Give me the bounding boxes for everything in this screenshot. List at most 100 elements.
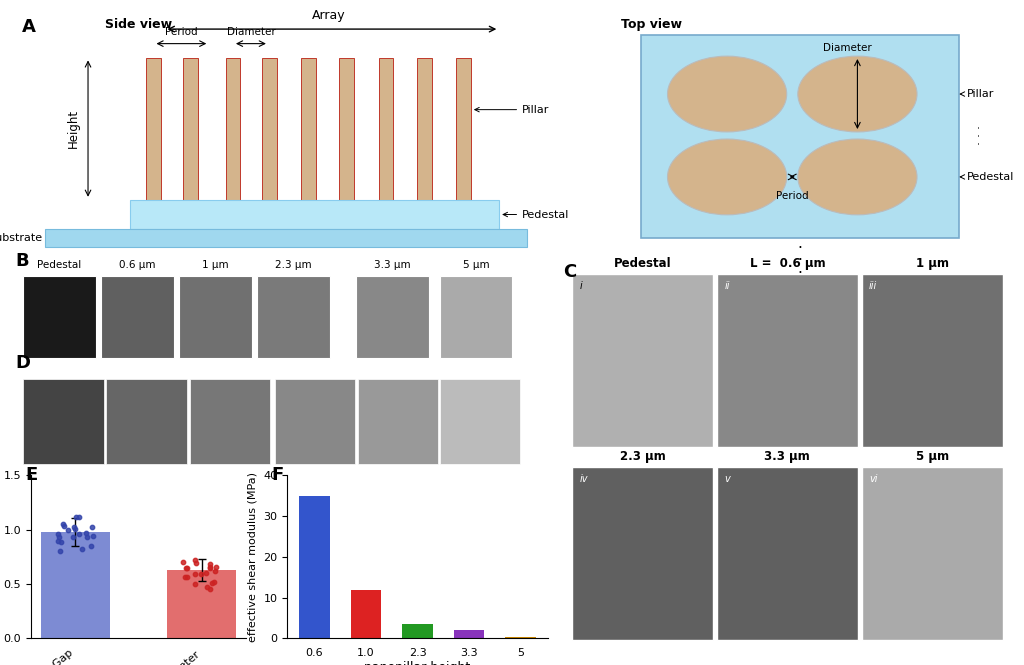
Text: ii: ii	[724, 281, 730, 291]
Circle shape	[668, 56, 786, 132]
Bar	[299, 496, 330, 638]
Bar	[167, 570, 237, 638]
Bar	[146, 58, 161, 200]
Point	[207, 566, 223, 577]
Text: 5 μm: 5 μm	[463, 260, 489, 270]
Text: Pedestal: Pedestal	[613, 257, 672, 270]
Text: iii: iii	[869, 281, 878, 291]
Point	[193, 569, 209, 579]
Bar	[274, 379, 355, 464]
Text: F: F	[271, 465, 284, 483]
Point	[202, 559, 218, 569]
Text: 2.3 μm: 2.3 μm	[620, 450, 666, 463]
Bar	[454, 630, 484, 638]
Bar	[41, 532, 110, 638]
Point	[65, 532, 81, 543]
Bar	[262, 58, 278, 200]
Bar	[101, 275, 174, 358]
Point	[177, 563, 194, 573]
Bar	[572, 274, 713, 448]
Bar	[456, 58, 471, 200]
Point	[202, 584, 218, 595]
Text: Substrate: Substrate	[0, 233, 42, 243]
Bar	[357, 379, 438, 464]
Point	[202, 561, 218, 572]
Point	[175, 557, 191, 567]
Text: Pillar: Pillar	[475, 104, 550, 114]
Text: 2.3 μm: 2.3 μm	[275, 260, 311, 270]
Text: ·
·
·: · · ·	[798, 241, 803, 281]
Text: iv: iv	[580, 474, 588, 484]
Point	[206, 577, 222, 587]
Text: Pillar: Pillar	[961, 89, 994, 99]
Text: L =  0.6 μm: L = 0.6 μm	[750, 257, 825, 270]
Bar	[301, 58, 316, 200]
Bar	[379, 58, 393, 200]
Point	[74, 543, 90, 554]
Bar	[225, 58, 241, 200]
Text: C: C	[563, 263, 577, 281]
Point	[186, 569, 203, 580]
Text: vi: vi	[869, 474, 878, 484]
Bar	[106, 379, 187, 464]
Point	[179, 563, 196, 574]
Y-axis label: effective shear modulus (MPa): effective shear modulus (MPa)	[248, 472, 258, 642]
Text: v: v	[724, 474, 730, 484]
Bar	[130, 200, 500, 229]
Text: E: E	[26, 465, 38, 483]
Point	[177, 572, 194, 583]
Text: i: i	[580, 281, 583, 291]
Text: 3.3 μm: 3.3 μm	[375, 260, 411, 270]
X-axis label: nanopillar height: nanopillar height	[365, 661, 471, 665]
Bar	[183, 58, 198, 200]
Point	[72, 511, 88, 522]
Point	[71, 529, 87, 539]
Point	[53, 537, 70, 547]
Text: B: B	[15, 251, 29, 269]
Text: 1 μm: 1 μm	[915, 257, 948, 270]
Point	[199, 568, 215, 579]
Circle shape	[668, 139, 786, 215]
Text: A: A	[22, 19, 36, 37]
Point	[59, 524, 76, 535]
Bar	[189, 379, 270, 464]
Text: Top view: Top view	[622, 19, 682, 31]
Bar	[505, 637, 536, 638]
Text: D: D	[15, 354, 30, 372]
Text: 3.3 μm: 3.3 μm	[765, 450, 810, 463]
Bar	[418, 58, 432, 200]
Bar	[45, 229, 527, 247]
Bar	[861, 274, 1002, 448]
Point	[79, 531, 95, 542]
Bar	[440, 379, 520, 464]
Point	[83, 541, 99, 551]
Text: Diameter: Diameter	[822, 43, 871, 53]
Point	[199, 582, 215, 593]
Bar	[717, 467, 858, 640]
Point	[50, 529, 67, 539]
Bar	[402, 624, 433, 638]
Text: Side view: Side view	[104, 19, 172, 31]
Bar	[350, 590, 382, 638]
Point	[187, 579, 204, 590]
Text: Diameter: Diameter	[226, 27, 275, 37]
Circle shape	[798, 139, 918, 215]
Text: Pedestal: Pedestal	[37, 260, 82, 270]
Bar	[641, 35, 959, 237]
Bar	[440, 275, 512, 358]
Text: Period: Period	[165, 27, 198, 37]
Point	[208, 561, 224, 572]
Point	[66, 522, 82, 533]
Point	[202, 563, 218, 573]
Point	[78, 528, 94, 539]
Bar	[24, 275, 96, 358]
Text: Pedestal: Pedestal	[961, 172, 1015, 182]
Point	[85, 531, 101, 542]
Circle shape	[798, 56, 918, 132]
Text: Array: Array	[311, 9, 345, 21]
Bar	[717, 274, 858, 448]
Point	[55, 520, 72, 531]
Point	[67, 523, 83, 534]
Text: Pedestal: Pedestal	[503, 209, 569, 219]
Text: Period: Period	[776, 191, 809, 201]
